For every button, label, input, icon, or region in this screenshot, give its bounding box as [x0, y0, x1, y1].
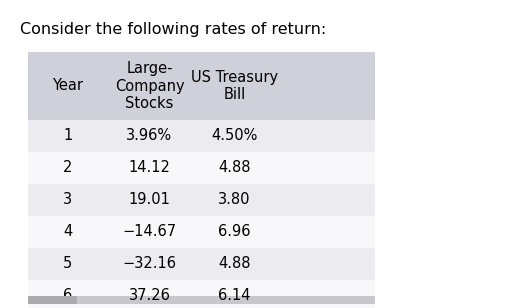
Text: 4.88: 4.88: [218, 160, 251, 176]
FancyBboxPatch shape: [28, 152, 375, 184]
Text: 4.88: 4.88: [218, 257, 251, 271]
FancyBboxPatch shape: [28, 52, 375, 120]
Text: 6: 6: [63, 289, 73, 303]
Text: Consider the following rates of return:: Consider the following rates of return:: [20, 22, 326, 37]
FancyBboxPatch shape: [28, 296, 375, 304]
Text: −14.67: −14.67: [122, 225, 176, 240]
Text: −32.16: −32.16: [123, 257, 176, 271]
FancyBboxPatch shape: [28, 184, 375, 216]
FancyBboxPatch shape: [28, 248, 375, 280]
FancyBboxPatch shape: [28, 120, 375, 152]
Text: 6.14: 6.14: [218, 289, 251, 303]
FancyBboxPatch shape: [28, 216, 375, 248]
FancyBboxPatch shape: [28, 296, 77, 304]
Text: 3.80: 3.80: [218, 192, 251, 208]
Text: 3.96%: 3.96%: [126, 128, 172, 144]
Text: Large-
Company
Stocks: Large- Company Stocks: [115, 61, 184, 111]
FancyBboxPatch shape: [28, 280, 375, 308]
Text: 6.96: 6.96: [218, 225, 251, 240]
Text: Year: Year: [52, 79, 84, 94]
Text: 14.12: 14.12: [128, 160, 170, 176]
Text: 4: 4: [63, 225, 73, 240]
Text: 5: 5: [63, 257, 73, 271]
Text: 3: 3: [63, 192, 73, 208]
Text: 37.26: 37.26: [128, 289, 170, 303]
Text: 2: 2: [63, 160, 73, 176]
Text: US Treasury
Bill: US Treasury Bill: [191, 70, 278, 102]
Text: 4.50%: 4.50%: [211, 128, 258, 144]
Text: 19.01: 19.01: [128, 192, 170, 208]
Text: 1: 1: [63, 128, 73, 144]
